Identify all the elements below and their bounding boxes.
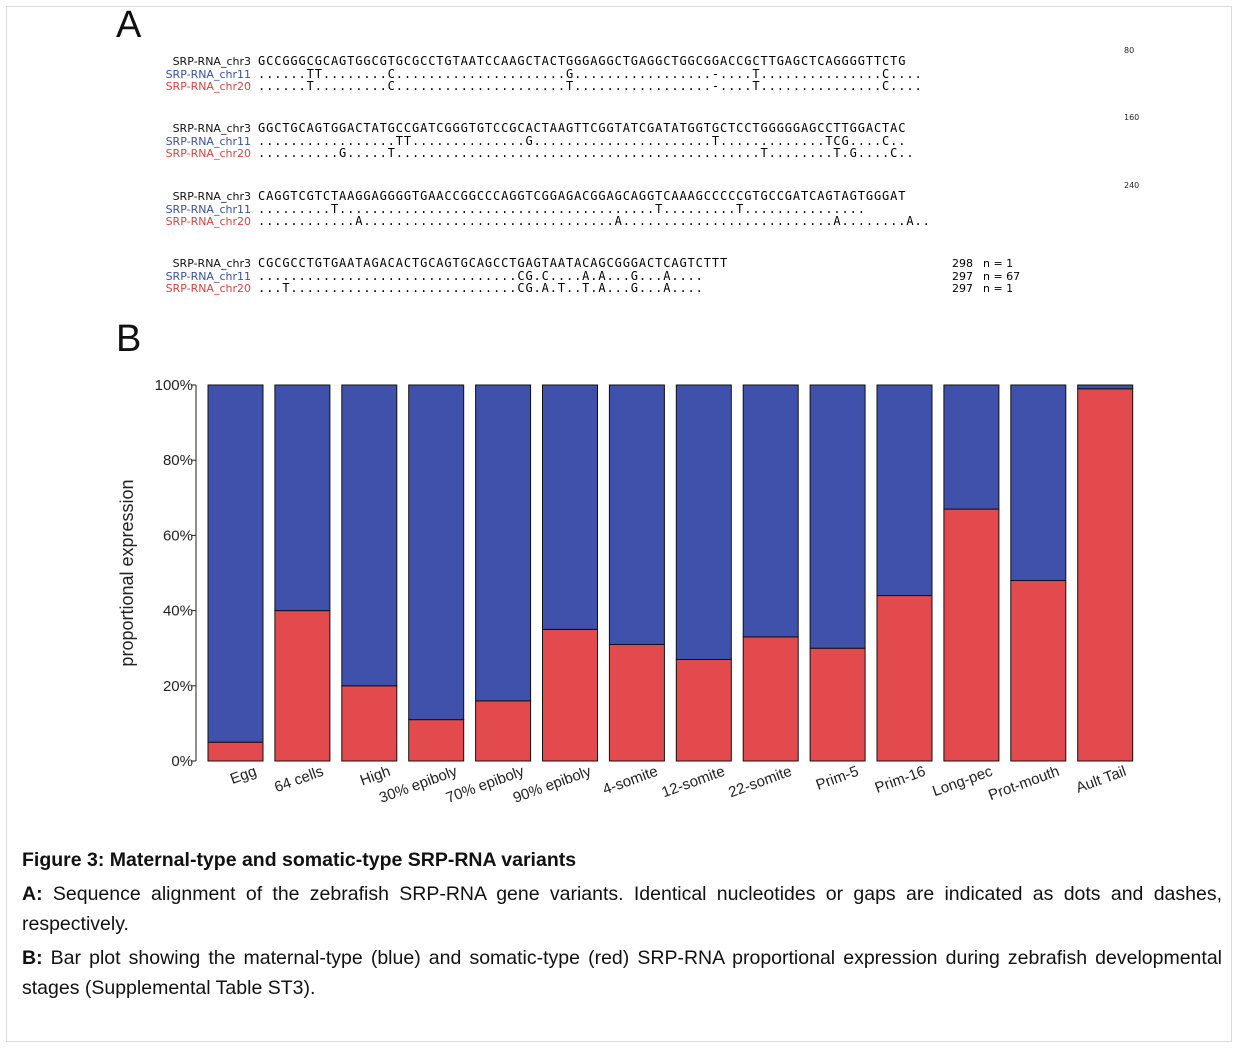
x-tick-label: Ault Tail bbox=[1074, 763, 1129, 797]
x-tick-label: High bbox=[358, 763, 393, 790]
y-tick-label: 80% bbox=[163, 452, 193, 469]
alignment-sequence: GCCGGGCGCAGTGGCGTGCGCCTGTAATCCAAGCTACTGG… bbox=[258, 54, 907, 68]
bar-segment-somatic bbox=[542, 628, 598, 762]
alignment-sequence-name: SRP-RNA_chr20 bbox=[165, 147, 251, 160]
bar-segment-somatic bbox=[675, 658, 732, 762]
bar-segment-maternal bbox=[876, 384, 933, 597]
alignment-count: n = 67 bbox=[983, 269, 1021, 283]
figure-caption: Figure 3: Maternal-type and somatic-type… bbox=[22, 845, 1222, 1003]
bar-segment-maternal bbox=[675, 384, 732, 660]
alignment-sequence-length: 297 bbox=[952, 282, 973, 295]
alignment-count: n = 1 bbox=[983, 257, 1014, 270]
alignment-sequence-length: 297 bbox=[952, 269, 973, 283]
figure-frame bbox=[6, 6, 1232, 1042]
alignment-sequence: ..........G.....T.......................… bbox=[258, 146, 915, 160]
bar-segment-maternal bbox=[1077, 384, 1134, 390]
alignment-position-label: 240 bbox=[1124, 181, 1140, 190]
alignment-position-label: 160 bbox=[1124, 113, 1140, 122]
bar-segment-somatic bbox=[207, 741, 264, 762]
alignment-sequence-name: SRP-RNA_chr3 bbox=[172, 122, 251, 135]
caption-b-text: Bar plot showing the maternal-type (blue… bbox=[22, 947, 1222, 999]
alignment-position-label: 80 bbox=[1124, 46, 1135, 55]
alignment-sequence: ......T.........C.....................T.… bbox=[258, 79, 923, 93]
y-tick-label: 20% bbox=[163, 678, 193, 695]
alignment-sequence: ......TT........C.....................G.… bbox=[258, 66, 923, 81]
bar-segment-maternal bbox=[742, 384, 799, 638]
x-tick-label: 22-somite bbox=[726, 763, 794, 802]
alignment-sequence-name: SRP-RNA_chr3 bbox=[172, 55, 251, 68]
bar-segment-maternal bbox=[341, 384, 398, 687]
y-tick-label: 100% bbox=[155, 377, 193, 394]
bar-segment-somatic bbox=[475, 700, 532, 762]
alignment-sequence: .........T..............................… bbox=[258, 201, 866, 216]
bar-segment-somatic bbox=[809, 647, 866, 762]
caption-title: Figure 3: Maternal-type and somatic-type… bbox=[22, 849, 577, 871]
alignment-sequence: CAGGTCGTCTAAGGAGGGGTGAACCGGCCCAGGTCGGAGA… bbox=[258, 189, 907, 203]
bar-segment-somatic bbox=[1010, 580, 1067, 762]
bar-segment-somatic bbox=[408, 719, 465, 762]
x-tick-label: Long-pec bbox=[930, 763, 995, 801]
caption-a-text: Sequence alignment of the zebrafish SRP-… bbox=[22, 883, 1222, 935]
bar-segment-somatic bbox=[274, 610, 331, 762]
bar-segment-maternal bbox=[608, 384, 665, 645]
bar-segment-maternal bbox=[1010, 384, 1067, 582]
x-tick-label: 90% epiboly bbox=[511, 763, 594, 807]
bar-segment-somatic bbox=[341, 685, 398, 762]
alignment-sequence-name: SRP-RNA_chr11 bbox=[165, 67, 251, 81]
x-tick-label: Prim-5 bbox=[814, 763, 861, 794]
y-axis-label: proportional expression bbox=[117, 479, 137, 666]
x-tick-label: 12-somite bbox=[659, 763, 727, 802]
bar-segment-somatic bbox=[876, 595, 933, 762]
bar-segment-somatic bbox=[1077, 388, 1134, 762]
alignment-sequence-name: SRP-RNA_chr20 bbox=[165, 282, 251, 295]
x-tick-label: Egg bbox=[228, 763, 259, 788]
bar-segment-maternal bbox=[274, 384, 331, 612]
bar-segment-maternal bbox=[542, 384, 598, 630]
bar-segment-maternal bbox=[943, 384, 1000, 510]
alignment-sequence-name: SRP-RNA_chr11 bbox=[165, 202, 251, 216]
caption-b: B: Bar plot showing the maternal-type (b… bbox=[22, 943, 1222, 1003]
x-tick-label: 4-somite bbox=[600, 763, 660, 799]
alignment-sequence-name: SRP-RNA_chr3 bbox=[172, 257, 251, 270]
bar-segment-somatic bbox=[608, 643, 665, 762]
stacked-bar-chart: 0% 20% 40% 60% 80% 100% proportional expressio… bbox=[117, 377, 1134, 807]
y-tick-label: 0% bbox=[171, 753, 193, 770]
panel-b-letter: B bbox=[116, 318, 142, 360]
alignment-sequence-name: SRP-RNA_chr3 bbox=[172, 190, 251, 203]
alignment-sequence-name: SRP-RNA_chr20 bbox=[165, 80, 251, 93]
bar-segment-somatic bbox=[943, 508, 1000, 762]
alignment-sequence: CGCGCCTGTGAATAGACACTGCAGTGCAGCCTGAGTAATA… bbox=[258, 256, 729, 270]
panel-a-letter: A bbox=[116, 4, 142, 46]
caption-a-label: A: bbox=[22, 883, 43, 905]
alignment-count: n = 1 bbox=[983, 282, 1014, 295]
alignment-sequence-name: SRP-RNA_chr11 bbox=[165, 269, 251, 283]
alignment-sequence: .................TT..............G......… bbox=[258, 133, 907, 148]
bar-segment-maternal bbox=[475, 384, 532, 702]
y-tick-label: 40% bbox=[163, 603, 193, 620]
alignment-sequence: ................................CG.C....… bbox=[258, 268, 704, 283]
alignment-sequence: GGCTGCAGTGGACTATGCCGATCGGGTGTCCGCACTAAGT… bbox=[258, 121, 907, 135]
y-tick-label: 60% bbox=[163, 527, 193, 544]
caption-a: A: Sequence alignment of the zebrafish S… bbox=[22, 879, 1222, 939]
bar-segment-maternal bbox=[809, 384, 866, 649]
alignment-sequence-name: SRP-RNA_chr11 bbox=[165, 134, 251, 148]
x-tick-label: 64 cells bbox=[272, 763, 326, 796]
alignment-sequence-length: 298 bbox=[952, 257, 973, 270]
caption-b-label: B: bbox=[22, 947, 43, 969]
bar-segment-somatic bbox=[742, 636, 799, 762]
x-tick-label: Prot-mouth bbox=[986, 763, 1062, 804]
alignment-sequence: ............A...........................… bbox=[258, 214, 931, 228]
x-tick-label: Prim-16 bbox=[873, 763, 928, 797]
bar-segment-maternal bbox=[408, 384, 465, 721]
alignment-sequence-name: SRP-RNA_chr20 bbox=[165, 215, 251, 228]
bar-segment-maternal bbox=[207, 384, 264, 743]
alignment-sequence: ...T............................CG.A.T..… bbox=[258, 281, 704, 295]
